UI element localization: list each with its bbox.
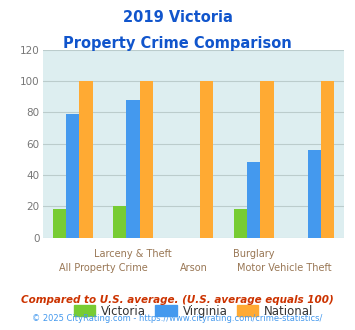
Bar	[261, 81, 274, 238]
Bar	[126, 100, 140, 238]
Bar	[113, 206, 126, 238]
Text: Arson: Arson	[180, 263, 207, 273]
Bar	[140, 81, 153, 238]
Text: Burglary: Burglary	[233, 249, 274, 259]
Legend: Victoria, Virginia, National: Victoria, Virginia, National	[69, 300, 318, 322]
Text: Property Crime Comparison: Property Crime Comparison	[63, 36, 292, 51]
Bar	[307, 150, 321, 238]
Text: © 2025 CityRating.com - https://www.cityrating.com/crime-statistics/: © 2025 CityRating.com - https://www.city…	[32, 314, 323, 323]
Bar	[200, 81, 213, 238]
Text: 2019 Victoria: 2019 Victoria	[122, 10, 233, 25]
Bar	[66, 114, 80, 238]
Bar	[321, 81, 334, 238]
Text: Motor Vehicle Theft: Motor Vehicle Theft	[237, 263, 331, 273]
Bar	[53, 209, 66, 238]
Bar	[234, 209, 247, 238]
Text: Compared to U.S. average. (U.S. average equals 100): Compared to U.S. average. (U.S. average …	[21, 295, 334, 305]
Bar	[80, 81, 93, 238]
Text: All Property Crime: All Property Crime	[59, 263, 147, 273]
Bar	[247, 162, 261, 238]
Text: Larceny & Theft: Larceny & Theft	[94, 249, 172, 259]
